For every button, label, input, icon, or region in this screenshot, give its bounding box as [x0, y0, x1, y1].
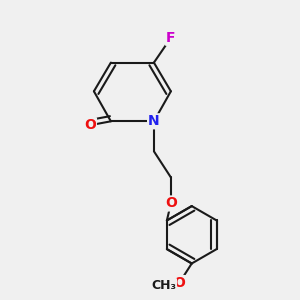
Text: O: O: [173, 276, 185, 290]
Text: F: F: [166, 31, 176, 45]
Text: N: N: [148, 114, 160, 128]
Text: O: O: [165, 196, 177, 211]
Text: CH₃: CH₃: [151, 279, 176, 292]
Text: O: O: [84, 118, 96, 132]
